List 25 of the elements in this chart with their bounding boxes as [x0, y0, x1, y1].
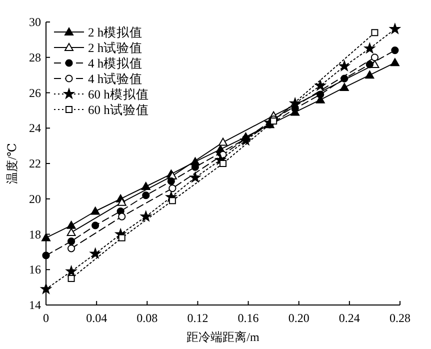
legend-label: 2 h试验值	[88, 41, 143, 55]
y-tick-label: 30	[29, 15, 41, 29]
legend-label: 60 h模拟值	[88, 88, 149, 102]
y-tick-label: 14	[29, 298, 41, 312]
y-tick-label: 22	[29, 156, 41, 170]
y-tick-label: 28	[29, 50, 41, 64]
x-axis-title: 距冷端距离/m	[186, 330, 260, 344]
y-tick-label: 16	[29, 262, 41, 277]
legend-label: 4 h试验值	[88, 72, 143, 86]
legend-label: 2 h模拟值	[88, 26, 143, 40]
x-tick-label: 0.20	[288, 311, 310, 325]
x-tick-label: 0.24	[338, 311, 360, 325]
x-tick-label: 0.28	[390, 311, 410, 325]
y-tick-label: 26	[29, 86, 41, 100]
x-tick-label: 0	[43, 311, 49, 325]
y-axis-title: 温度/℃	[5, 143, 19, 184]
x-tick-label: 0.16	[238, 311, 259, 325]
legend-label: 60 h试验值	[88, 103, 149, 117]
x-tick-label: 0.04	[86, 311, 108, 325]
y-tick-label: 18	[29, 227, 41, 242]
x-tick-label: 0.12	[187, 311, 208, 325]
y-tick-label: 24	[29, 121, 41, 136]
x-tick-label: 0.08	[136, 311, 158, 325]
y-tick-label: 20	[29, 192, 41, 206]
legend-label: 4 h模拟值	[88, 56, 143, 70]
